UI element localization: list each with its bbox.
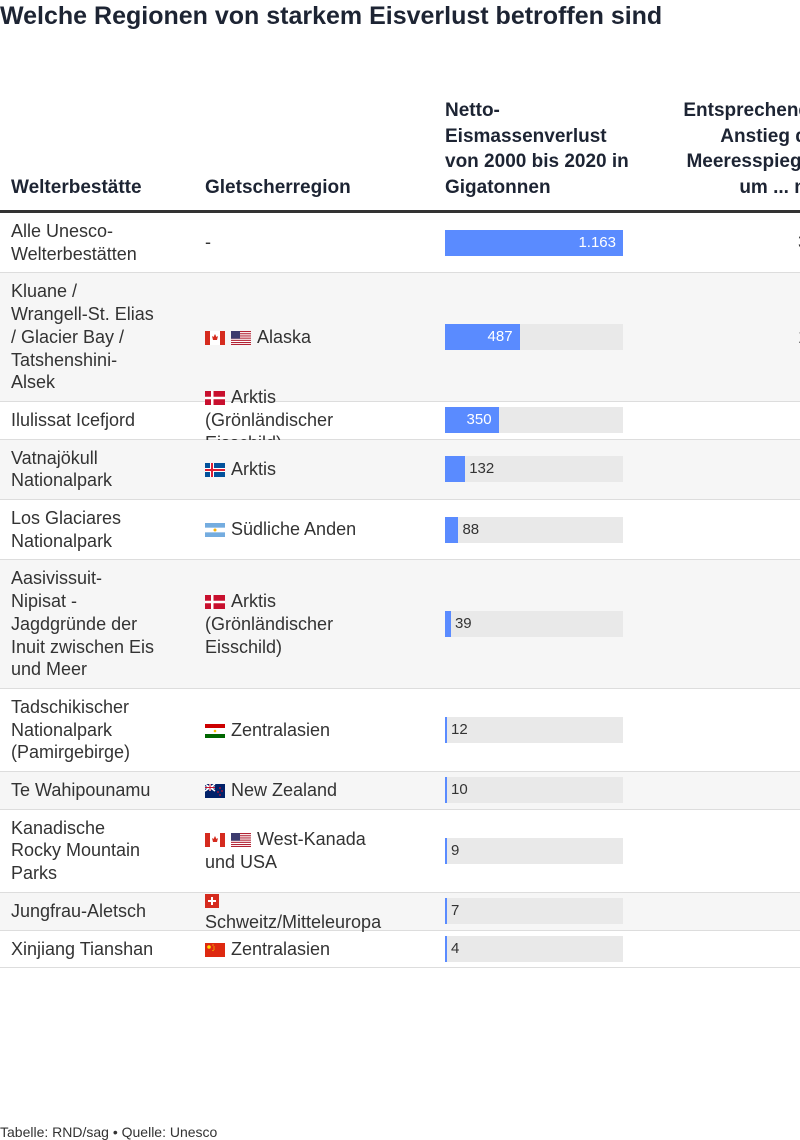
- table-header: Welterbestätte Gletscherregion Netto-Eis…: [0, 60, 800, 200]
- bar: [445, 456, 466, 483]
- region-cell: Arktis (Grönländischer Eisschild): [205, 590, 383, 658]
- table-row: Vatnajökull Nationalpark Arktis 132: [0, 439, 800, 501]
- bar-track: 132: [445, 456, 623, 483]
- region-cell: West-Kanada und USA: [205, 828, 383, 873]
- bar-label: 9: [451, 841, 460, 859]
- region-cell: -: [205, 231, 383, 254]
- site-cell: Ilulissat Icefjord: [11, 409, 136, 430]
- flag-icon: [205, 784, 225, 799]
- site-cell: Xinjiang Tianshan: [11, 938, 154, 959]
- region-cell: Arktis: [205, 458, 383, 481]
- bar-track: 9: [445, 837, 623, 864]
- table-row: Te Wahipounamu New Zealand 10: [0, 772, 800, 810]
- region-cell: New Zealand: [205, 779, 383, 802]
- bar: [445, 935, 447, 962]
- bar-label: 132: [469, 460, 495, 478]
- bar-label: 487: [487, 328, 513, 346]
- bar: [445, 837, 447, 864]
- bar: [445, 229, 623, 256]
- flag-icon: [205, 893, 219, 908]
- table-row: Alle Unesco-Welterbestätten - 1.163 3: [0, 213, 800, 274]
- region-cell: Alaska: [205, 326, 383, 349]
- bar: [445, 898, 447, 925]
- bar-label: 4: [451, 939, 460, 957]
- bar: [445, 611, 451, 638]
- bar-track: 7: [445, 898, 623, 925]
- region-text: -: [205, 232, 211, 253]
- bar-track: 12: [445, 717, 623, 743]
- region-text: Alaska: [257, 326, 312, 347]
- table-body: Alle Unesco-Welterbestätten - 1.163 3 Kluane…: [0, 213, 800, 969]
- table-row: Tadschikischer Nationalpark (Pamirgebirg…: [0, 689, 800, 773]
- table-row: Los Glaciares Nationalpark Südliche Anden…: [0, 500, 800, 561]
- bar-label: 10: [451, 781, 468, 799]
- table-row: Ilulissat Icefjord Arktis (Grönländischer…: [0, 387, 800, 453]
- region-text: Schweitz/Mitteleuropa: [205, 912, 382, 933]
- region-cell: Schweitz/Mitteleuropa: [205, 889, 383, 934]
- site-cell: Kluane / Wrangell-St. Elias / Glacier Ba…: [11, 281, 154, 393]
- bar-label: 7: [451, 902, 460, 920]
- header-site: Welterbestätte: [11, 176, 142, 198]
- site-cell: Tadschikischer Nationalpark (Pamirgebirg…: [11, 696, 131, 763]
- sea-level-cell: 1: [798, 326, 800, 349]
- table-row: Xinjiang Tianshan Zentralasien 4: [0, 931, 800, 969]
- region-text: Zentralasien: [231, 719, 331, 740]
- flag-icon: [205, 833, 225, 848]
- region-text: Zentralasien: [231, 938, 331, 959]
- flag-icon: [205, 523, 225, 538]
- header-region: Gletscherregion: [205, 176, 351, 198]
- flag-icon: [205, 595, 225, 610]
- flag-icon: [231, 330, 251, 345]
- flag-icon: [231, 833, 251, 848]
- region-text: Südliche Anden: [231, 519, 357, 540]
- site-cell: Vatnajökull Nationalpark: [11, 447, 113, 491]
- header-sea-level: Entsprechender Anstieg des Meeresspiegel…: [683, 100, 800, 198]
- bar: [445, 717, 447, 743]
- bar-label: 12: [451, 721, 468, 738]
- bar-track: 487: [445, 324, 623, 351]
- bar-track: 39: [445, 611, 623, 638]
- flag-icon: [205, 723, 225, 738]
- region-cell: Zentralasien: [205, 938, 383, 961]
- sea-level-cell: 3: [798, 231, 800, 254]
- bar-label: 39: [454, 615, 472, 633]
- bar-track: 350: [445, 407, 623, 434]
- bar-label: 88: [462, 520, 480, 538]
- site-cell: Alle Unesco-Welterbestätten: [11, 221, 137, 264]
- region-text: New Zealand: [231, 780, 338, 801]
- footer: Tabelle: RND/sag • Quelle: Unesco: [0, 1124, 218, 1140]
- bar: [445, 777, 447, 804]
- region-text: Arktis (Grönländischer Eisschild): [205, 591, 334, 657]
- header-loss: Netto-Eismassenverlust von 2000 bis 2020…: [445, 100, 629, 198]
- flag-icon: [205, 391, 225, 406]
- table-row: Kanadische Rocky Mountain Parks West-Kana…: [0, 810, 800, 893]
- site-cell: Jungfrau-Aletsch: [11, 900, 147, 921]
- flag-icon: [205, 462, 225, 477]
- region-text: Arktis: [231, 458, 276, 479]
- site-cell: Aasivissuit-Nipisat - Jagdgründe der Inu…: [11, 568, 155, 680]
- table-row: Jungfrau-Aletsch Schweitz/Mitteleuropa 7: [0, 892, 800, 932]
- bar-label: 1.163: [578, 233, 616, 251]
- site-cell: Los Glaciares Nationalpark: [11, 508, 122, 551]
- region-cell: Zentralasien: [205, 719, 383, 742]
- table-row: Aasivissuit-Nipisat - Jagdgründe der Inu…: [0, 560, 800, 689]
- header-rule: [0, 210, 800, 213]
- title: Welche Regionen von starkem Eisverlust b…: [0, 2, 663, 30]
- flag-icon: [205, 942, 225, 957]
- site-cell: Kanadische Rocky Mountain Parks: [11, 817, 141, 884]
- bar: [445, 516, 459, 543]
- bar-track: 1.163: [445, 229, 623, 256]
- bar-track: 10: [445, 777, 623, 804]
- flag-icon: [205, 330, 225, 345]
- bar-track: 88: [445, 516, 623, 543]
- region-cell: Südliche Anden: [205, 518, 383, 541]
- region-text: West-Kanada und USA: [205, 829, 366, 872]
- site-cell: Te Wahipounamu: [11, 780, 151, 801]
- bar-label: 350: [466, 411, 492, 429]
- bar: [445, 324, 520, 351]
- bar-track: 4: [445, 935, 623, 962]
- table-row: Kluane / Wrangell-St. Elias / Glacier Ba…: [0, 273, 800, 402]
- bar: [445, 407, 499, 434]
